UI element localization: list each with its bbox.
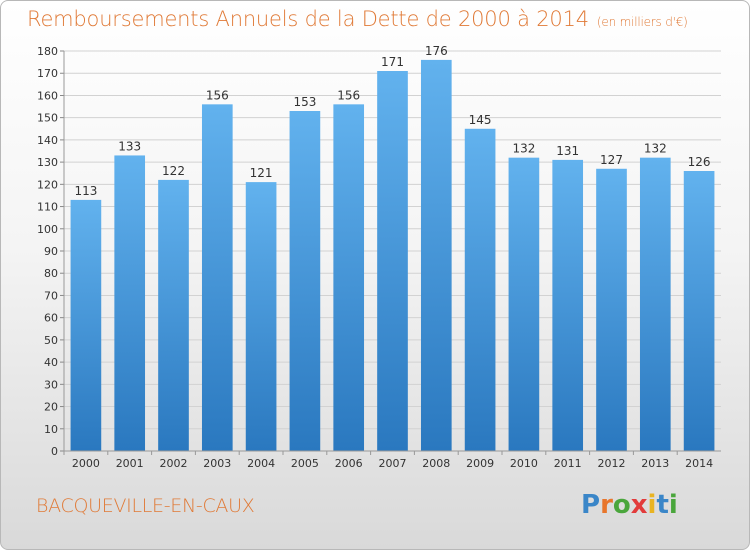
bar-2001 <box>114 155 146 451</box>
bar-value-label: 156 <box>206 88 229 102</box>
logo-letter: x <box>630 490 648 520</box>
bar-value-label: 113 <box>74 184 97 198</box>
y-tick-label: 170 <box>37 67 58 80</box>
x-tick-label: 2004 <box>247 457 275 470</box>
bar-2004 <box>245 182 277 451</box>
logo-letter: t <box>656 490 669 520</box>
bar-value-label: 153 <box>293 95 316 109</box>
bar-2007 <box>377 71 408 451</box>
y-tick-label: 110 <box>37 201 58 214</box>
x-tick-label: 2009 <box>466 457 494 470</box>
x-tick-label: 2012 <box>598 457 626 470</box>
y-tick-label: 130 <box>37 156 58 169</box>
axes: 0 10 20 30 40 50 60 70 80 90 100 110 120 130 140 150 160… <box>37 45 721 470</box>
chart-subtitle: (en milliers d'€) <box>596 15 688 29</box>
bar-value-label: 132 <box>512 142 535 156</box>
bar-value-label: 131 <box>556 144 579 158</box>
y-tick-label: 80 <box>44 267 58 280</box>
bar-2002 <box>158 179 189 451</box>
y-tick-label: 30 <box>44 378 58 391</box>
bar-2011 <box>552 159 584 451</box>
y-tick-label: 180 <box>37 45 58 58</box>
bar-value-label: 176 <box>425 44 448 58</box>
bar-value-label: 132 <box>644 142 667 156</box>
bar-value-label: 133 <box>118 139 141 153</box>
bar-value-label: 122 <box>162 164 185 178</box>
x-tick-label: 2013 <box>641 457 669 470</box>
logo-letter: i <box>668 490 678 520</box>
bar-2005 <box>289 111 321 451</box>
logo-letter: r <box>600 490 613 520</box>
y-tick-label: 90 <box>44 245 58 258</box>
y-tick-label: 70 <box>44 289 58 302</box>
bar-value-label: 126 <box>688 155 711 169</box>
y-tick-label: 40 <box>44 356 58 369</box>
x-tick-label: 2011 <box>554 457 582 470</box>
logo-letter: i <box>647 490 657 520</box>
x-tick-label: 2000 <box>72 457 100 470</box>
bar-2006 <box>333 104 365 451</box>
x-tick-label: 2007 <box>379 457 407 470</box>
y-tick-label: 20 <box>44 401 58 414</box>
bar-2009 <box>464 128 496 451</box>
bar-2000 <box>70 199 102 451</box>
x-tick-label: 2008 <box>422 457 450 470</box>
bar-value-label: 121 <box>250 166 273 180</box>
y-tick-label: 50 <box>44 334 58 347</box>
x-tick-label: 2006 <box>335 457 363 470</box>
y-tick-label: 60 <box>44 312 58 325</box>
bars: 113 133 122 156 121 153 156 171 176 145 132 131 127 1… <box>70 44 715 452</box>
bar-2003 <box>201 104 233 451</box>
commune-name: BACQUEVILLE-EN-CAUX <box>36 495 255 517</box>
bar-2008 <box>420 59 452 452</box>
bar-2014 <box>683 171 715 451</box>
bar-2013 <box>639 157 671 451</box>
x-tick-label: 2002 <box>160 457 188 470</box>
bar-value-label: 127 <box>600 153 623 167</box>
y-tick-label: 10 <box>44 423 58 436</box>
y-tick-label: 100 <box>37 223 58 236</box>
y-tick-label: 150 <box>37 112 58 125</box>
chart-title-text: Remboursements Annuels de la Dette de 20… <box>27 7 589 31</box>
x-tick-label: 2001 <box>116 457 144 470</box>
proxiti-logo: Proxiti <box>581 490 678 520</box>
chart-title: Remboursements Annuels de la Dette de 20… <box>27 7 688 31</box>
x-tick-label: 2010 <box>510 457 538 470</box>
y-tick-label: 0 <box>51 445 58 458</box>
bar-value-label: 171 <box>381 55 404 69</box>
x-tick-label: 2005 <box>291 457 319 470</box>
bar-value-label: 156 <box>337 88 360 102</box>
y-tick-label: 120 <box>37 178 58 191</box>
logo-letter: P <box>581 490 601 520</box>
bar-2012 <box>596 168 627 451</box>
x-tick-label: 2003 <box>203 457 231 470</box>
y-tick-label: 160 <box>37 89 58 102</box>
bar-2010 <box>508 157 540 451</box>
y-tick-label: 140 <box>37 134 58 147</box>
bar-value-label: 145 <box>469 113 492 127</box>
x-tick-label: 2014 <box>685 457 713 470</box>
logo-letter: o <box>612 490 631 520</box>
